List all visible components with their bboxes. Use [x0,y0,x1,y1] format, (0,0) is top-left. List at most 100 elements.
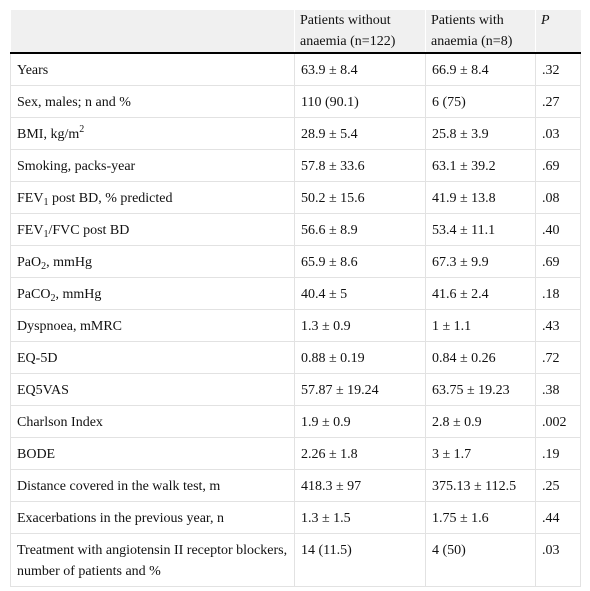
cell-with-anaemia: 0.84 ± 0.26 [425,341,536,374]
table-row: Smoking, packs-year 57.8 ± 33.6 63.1 ± 39.… [10,149,581,182]
cell-with-anaemia: 1 ± 1.1 [425,309,536,342]
cell-without-anaemia: 418.3 ± 97 [294,469,426,502]
cell-with-anaemia: 4 (50) [425,533,536,587]
cell-p-value: .25 [535,469,581,502]
cell-without-anaemia: 65.9 ± 8.6 [294,245,426,278]
row-label-text: FEV [17,223,44,238]
row-label: EQ-5D [10,341,295,374]
cell-without-anaemia: 1.3 ± 0.9 [294,309,426,342]
row-label: PaO2, mmHg [10,245,295,278]
table-row: Charlson Index 1.9 ± 0.9 2.8 ± 0.9.002 [10,405,581,438]
table-header: Patients without anaemia (n=122) Patient… [10,10,581,54]
cell-without-anaemia: 14 (11.5) [294,533,426,587]
table-row: FEV1/FVC post BD 56.6 ± 8.9 53.4 ± 11.1.40 [10,213,581,246]
cell-without-anaemia: 57.87 ± 19.24 [294,373,426,406]
table-row: Sex, males; n and % 110 (90.1) 6 (75) .27 [10,85,581,118]
row-label-text: BMI, kg/m [17,127,80,142]
table-row: FEV1 post BD, % predicted 50.2 ± 15.6 41.9… [10,181,581,214]
table-row: PaCO2, mmHg 40.4 ± 5 41.6 ± 2.4.18 [10,277,581,310]
table-row: EQ-5D 0.88 ± 0.19 0.84 ± 0.26.72 [10,341,581,374]
cell-p-value: .43 [535,309,581,342]
row-label: Charlson Index [10,405,295,438]
cell-p-value: .72 [535,341,581,374]
cell-p-value: .18 [535,277,581,310]
cell-p-value: .69 [535,245,581,278]
cell-p-value: .40 [535,213,581,246]
cell-with-anaemia: 63.1 ± 39.2 [425,149,536,182]
row-label: Treatment with angiotensin II receptor b… [10,533,295,587]
row-label: Years [10,53,295,86]
header-with-anaemia: Patients with anaemia (n=8) [425,10,536,54]
header-variable [10,10,295,54]
row-label: Dyspnoea, mMRC [10,309,295,342]
cell-p-value: .38 [535,373,581,406]
row-label-text: PaCO [17,287,51,302]
row-label: Distance covered in the walk test, m [10,469,295,502]
cell-without-anaemia: 57.8 ± 33.6 [294,149,426,182]
table-row: Treatment with angiotensin II receptor b… [10,533,581,587]
cell-p-value: .03 [535,533,581,587]
cell-with-anaemia: 3 ± 1.7 [425,437,536,470]
row-label-text: Exacerbations in the previous year, n [17,511,225,526]
row-label-text: Smoking, packs-year [17,159,136,174]
table-row: Dyspnoea, mMRC 1.3 ± 0.9 1 ± 1.1.43 [10,309,581,342]
cell-p-value: .002 [535,405,581,438]
row-label-text: EQ5VAS [17,383,69,398]
table-row: PaO2, mmHg 65.9 ± 8.6 67.3 ± 9.9.69 [10,245,581,278]
cell-without-anaemia: 56.6 ± 8.9 [294,213,426,246]
row-label-text: Treatment with angiotensin II receptor b… [17,543,288,579]
row-label-subscript: 1 [43,197,49,208]
table-row: Years 63.9 ± 8.4 66.9 ± 8.4.32 [10,53,581,86]
header-row: Patients without anaemia (n=122) Patient… [10,10,581,54]
header-p-value: P [535,10,581,54]
header-without-anaemia: Patients without anaemia (n=122) [294,10,426,54]
cell-p-value: .27 [535,85,581,118]
row-label-text: BODE [17,447,56,462]
cell-without-anaemia: 1.3 ± 1.5 [294,501,426,534]
cell-without-anaemia: 110 (90.1) [294,85,426,118]
row-label-suffix: post BD, % predicted [48,191,173,206]
row-label-text: Years [17,63,49,78]
cell-with-anaemia: 6 (75) [425,85,536,118]
row-label-text: Distance covered in the walk test, m [17,479,221,494]
row-label-text: PaO [17,255,42,270]
cell-p-value: .44 [535,501,581,534]
row-label: Exacerbations in the previous year, n [10,501,295,534]
cell-p-value: .08 [535,181,581,214]
cell-p-value: .03 [535,117,581,150]
table-body: Years 63.9 ± 8.4 66.9 ± 8.4.32 Sex, males; … [10,53,581,587]
table-row: BMI, kg/m2 28.9 ± 5.4 25.8 ± 3.9.03 [10,117,581,150]
row-label-subscript: 2 [41,261,47,272]
cell-p-value: .32 [535,53,581,86]
comparison-table: Patients without anaemia (n=122) Patient… [10,10,581,587]
cell-p-value: .19 [535,437,581,470]
cell-without-anaemia: 63.9 ± 8.4 [294,53,426,86]
cell-without-anaemia: 40.4 ± 5 [294,277,426,310]
cell-with-anaemia: 2.8 ± 0.9 [425,405,536,438]
row-label: Smoking, packs-year [10,149,295,182]
row-label-suffix: , mmHg [46,255,93,270]
cell-with-anaemia: 375.13 ± 112.5 [425,469,536,502]
cell-without-anaemia: 28.9 ± 5.4 [294,117,426,150]
cell-without-anaemia: 50.2 ± 15.6 [294,181,426,214]
row-label-subscript: 1 [43,229,49,240]
row-label: BMI, kg/m2 [10,117,295,150]
cell-with-anaemia: 63.75 ± 19.23 [425,373,536,406]
cell-without-anaemia: 1.9 ± 0.9 [294,405,426,438]
cell-without-anaemia: 2.26 ± 1.8 [294,437,426,470]
table-row: BODE 2.26 ± 1.8 3 ± 1.7.19 [10,437,581,470]
cell-p-value: .69 [535,149,581,182]
row-label-text: EQ-5D [17,351,58,366]
table-row: Distance covered in the walk test, m 418.… [10,469,581,502]
row-label-subscript: 2 [50,293,56,304]
row-label: BODE [10,437,295,470]
row-label-suffix: /FVC post BD [48,223,130,238]
row-label-text: Dyspnoea, mMRC [17,319,122,334]
row-label-superscript: 2 [79,124,85,135]
row-label: EQ5VAS [10,373,295,406]
table-row: EQ5VAS 57.87 ± 19.24 63.75 ± 19.23.38 [10,373,581,406]
row-label-text: Charlson Index [17,415,103,430]
row-label-text: FEV [17,191,44,206]
row-label: FEV1 post BD, % predicted [10,181,295,214]
cell-without-anaemia: 0.88 ± 0.19 [294,341,426,374]
